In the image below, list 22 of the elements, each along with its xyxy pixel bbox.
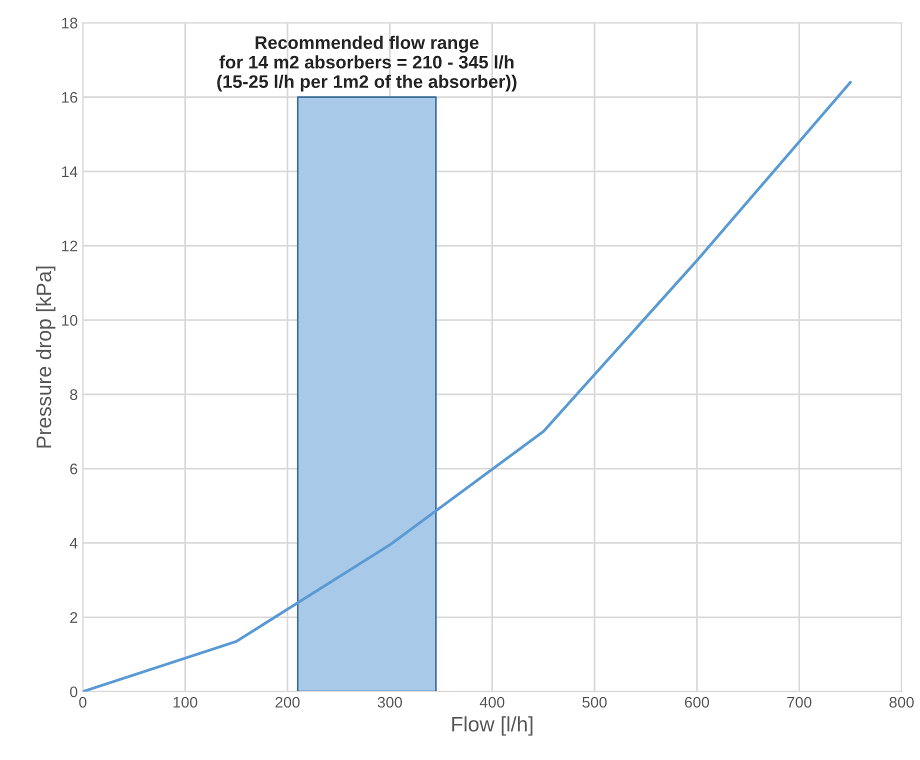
- y-tick-label: 4: [70, 538, 78, 549]
- x-tick-label: 100: [174, 696, 198, 708]
- x-tick-label: 500: [582, 696, 607, 708]
- x-tick-label: 300: [378, 696, 402, 708]
- y-tick-label: 6: [70, 464, 78, 474]
- x-tick-label: 400: [480, 696, 504, 708]
- y-tick-label: 12: [62, 240, 78, 252]
- y-tick-label: 16: [62, 92, 78, 103]
- y-tick-label: 0: [70, 686, 78, 698]
- y-tick-label: 18: [62, 18, 78, 28]
- x-tick-label: 700: [787, 696, 812, 708]
- y-tick-label: 10: [62, 314, 78, 326]
- x-tick-label: 200: [276, 696, 300, 708]
- x-tick-label: 600: [684, 696, 710, 708]
- x-tick-label: 0: [79, 696, 86, 708]
- y-tick-label: 2: [70, 612, 78, 623]
- y-tick-label: 14: [62, 166, 78, 177]
- annotation: Recommended flow range for 14 m2 absorbers = 210 - 345 l/h (15-25 l/h per 1m2 of the absorber)): [217, 36, 516, 92]
- y-axis-title: Pressure drop [kPa]: [36, 266, 56, 448]
- x-axis-title: Flow [l/h]: [452, 716, 532, 736]
- x-tick-label: 800: [890, 696, 914, 708]
- y-tick-label: 8: [70, 389, 78, 400]
